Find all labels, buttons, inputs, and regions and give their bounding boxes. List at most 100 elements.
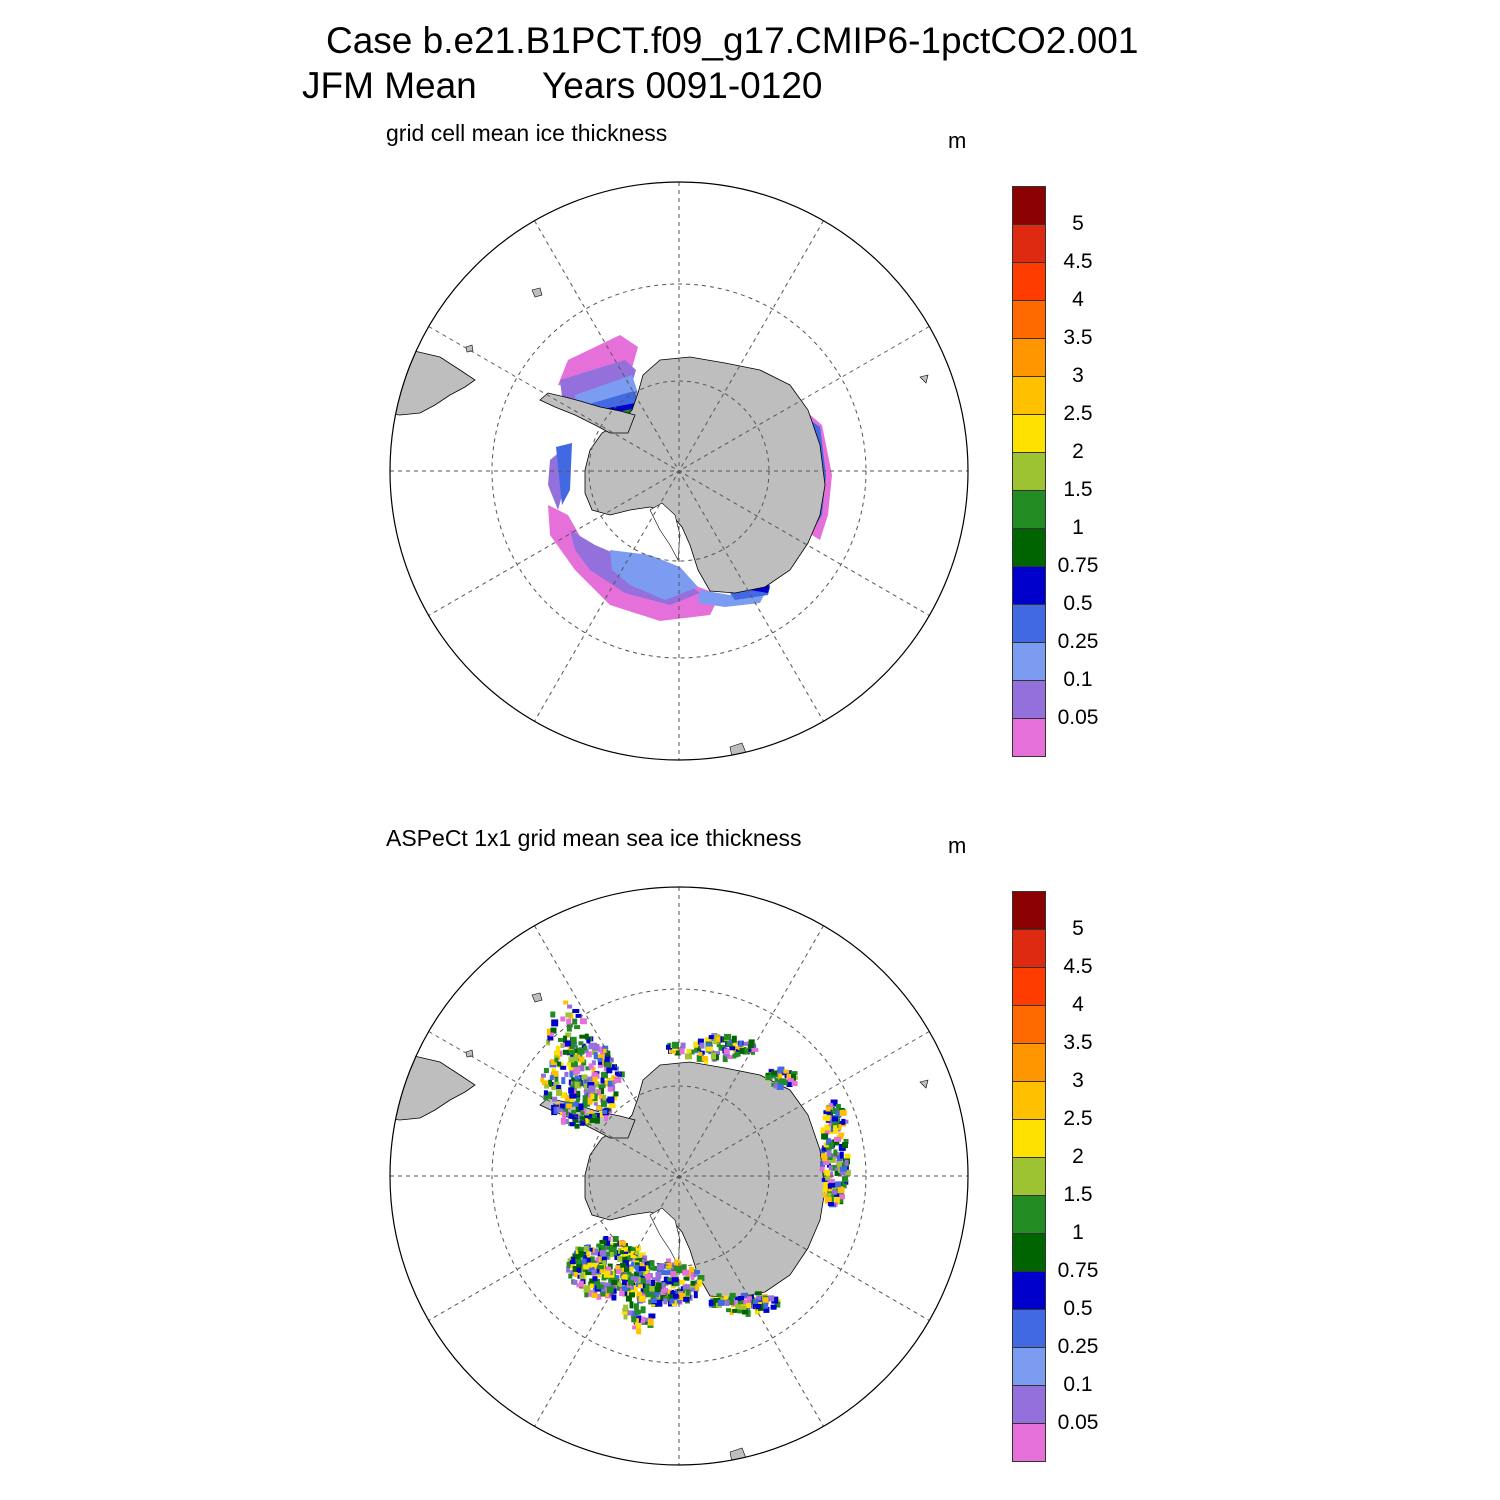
observation-cell <box>596 1243 602 1248</box>
observation-cell <box>601 1071 608 1078</box>
observation-cell <box>838 1120 844 1125</box>
observation-cell <box>689 1049 695 1055</box>
observation-cell <box>587 1082 595 1088</box>
observation-cell <box>584 1033 589 1040</box>
observation-cell <box>554 1053 559 1058</box>
observation-cell <box>618 1240 626 1246</box>
observation-cell <box>543 1090 548 1096</box>
observation-cell <box>820 1161 825 1168</box>
observation-cell <box>635 1257 643 1262</box>
observation-cell <box>588 1085 596 1093</box>
colorbar-tick-label: 0.05 <box>1057 706 1099 729</box>
observation-cell <box>835 1104 841 1108</box>
observation-cell <box>778 1073 783 1080</box>
observation-cell <box>599 1239 607 1244</box>
observation-cell <box>827 1188 835 1196</box>
observation-cell <box>747 1048 753 1052</box>
observation-cell <box>638 1266 646 1272</box>
observation-cell <box>832 1139 840 1146</box>
observation-cell <box>624 1267 629 1273</box>
observation-cell <box>824 1130 830 1135</box>
observation-cell <box>577 1247 585 1252</box>
colorbar-tick-label: 0.1 <box>1063 668 1093 691</box>
observation-cell <box>591 1049 597 1055</box>
observation-cell <box>746 1303 751 1308</box>
observation-cell <box>683 1296 690 1302</box>
observation-cell <box>608 1277 616 1284</box>
observation-cell <box>567 1047 574 1053</box>
observation-cell <box>685 1053 692 1060</box>
observation-cell <box>597 1256 603 1261</box>
observation-cell <box>601 1256 607 1262</box>
observation-cell <box>842 1142 848 1149</box>
observation-cell <box>728 1299 735 1305</box>
observation-cell <box>588 1063 594 1070</box>
colorbar-swatch <box>1012 718 1046 757</box>
observation-cell <box>597 1054 604 1060</box>
observation-cell <box>672 1293 679 1299</box>
observation-cell <box>566 1266 571 1273</box>
observation-cell <box>543 1068 549 1073</box>
observation-cell <box>672 1041 679 1049</box>
observation-cell <box>649 1285 657 1292</box>
colorbar-swatch <box>1012 1385 1046 1424</box>
observation-cell <box>723 1295 729 1300</box>
observation-cell <box>644 1273 651 1281</box>
colorbar-tick-label: 0.5 <box>1063 592 1093 615</box>
observation-cell <box>601 1100 607 1107</box>
colorbar-tick-label: 0.1 <box>1063 1373 1093 1396</box>
observation-cell <box>763 1302 769 1309</box>
observation-cell <box>647 1318 654 1326</box>
observation-cell <box>682 1269 690 1276</box>
observation-cell <box>582 1101 588 1109</box>
observation-cell <box>552 1096 558 1102</box>
observation-cell <box>720 1037 727 1042</box>
observation-cell <box>822 1145 829 1152</box>
observation-cell <box>556 1088 562 1096</box>
observation-cell <box>751 1049 755 1055</box>
observation-cell <box>614 1077 622 1083</box>
observation-cell <box>569 1071 574 1078</box>
observation-cell <box>727 1039 734 1044</box>
observation-cell <box>637 1271 642 1277</box>
observation-cell <box>581 1074 588 1080</box>
observation-cell <box>678 1266 683 1274</box>
observation-cell <box>679 1048 685 1055</box>
observation-cell <box>591 1066 596 1074</box>
observation-cell <box>625 1276 630 1280</box>
observation-cell <box>579 1034 586 1039</box>
observation-cell <box>631 1316 637 1323</box>
observation-cell <box>747 1044 754 1050</box>
ross-ice-shelf-gap <box>649 502 681 562</box>
observation-cell <box>844 1153 851 1159</box>
observation-cell <box>551 1068 556 1074</box>
observation-cell <box>613 1243 618 1248</box>
observation-cell <box>549 1075 554 1081</box>
observation-cell <box>564 1071 569 1077</box>
observation-cell <box>602 1048 607 1053</box>
observation-cell <box>554 1050 560 1056</box>
observation-cell <box>625 1295 632 1302</box>
graticule <box>390 182 968 760</box>
island-small-2 <box>919 374 929 384</box>
observation-cell <box>550 1027 557 1034</box>
observation-cell <box>674 1268 680 1274</box>
observation-cell <box>727 1055 733 1060</box>
observation-cell <box>696 1054 704 1062</box>
observation-cell <box>574 1025 581 1030</box>
observation-cell <box>583 1089 591 1094</box>
observation-cell <box>601 1243 607 1247</box>
observation-cell <box>636 1328 642 1335</box>
observation-cell <box>734 1296 741 1301</box>
observation-cell <box>716 1293 722 1298</box>
observation-cell <box>568 1273 573 1279</box>
antarctica-land <box>584 356 826 594</box>
colorbar-tick-label: 2 <box>1072 440 1084 463</box>
observation-cell <box>629 1301 634 1309</box>
observation-cell <box>648 1313 656 1319</box>
observation-cell <box>581 1120 586 1126</box>
observation-cell <box>583 1246 589 1252</box>
observation-cell <box>623 1304 629 1312</box>
observation-cell <box>625 1254 633 1261</box>
observation-cell <box>660 1282 665 1289</box>
